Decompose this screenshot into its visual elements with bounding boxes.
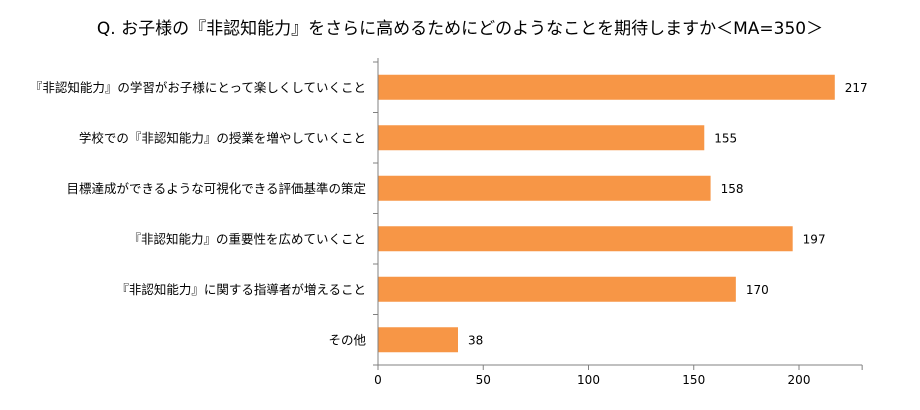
- data-label-4: 170: [746, 283, 769, 297]
- bar-1: [378, 125, 705, 151]
- bar-0: [378, 74, 835, 100]
- category-label-5: その他: [328, 332, 366, 347]
- x-axis: 0 50 100 150 200: [373, 58, 863, 387]
- x-tick-label-0: 0: [374, 373, 382, 387]
- data-label-0: 217: [845, 81, 868, 95]
- chart-title: Q. お子様の『非認知能力』をさらに高めるためにどのようなことを期待しますか＜M…: [96, 19, 824, 39]
- x-tick-label-1: 50: [476, 373, 491, 387]
- bar-4: [378, 276, 736, 302]
- data-label-2: 158: [721, 182, 744, 196]
- data-label-1: 155: [714, 131, 737, 145]
- category-label-2: 目標達成ができるような可視化できる評価基準の策定: [66, 181, 366, 196]
- category-label-1: 学校での『非認知能力』の授業を増やしていくこと: [79, 130, 366, 145]
- category-label-4: 『非認知能力』に関する指導者が増えること: [116, 282, 366, 297]
- category-label-0: 『非認知能力』の学習がお子様にとって楽しくしていくこと: [30, 80, 366, 95]
- bar-3: [378, 226, 793, 252]
- bar-2: [378, 175, 711, 201]
- data-label-5: 38: [468, 333, 483, 347]
- data-labels: 217 155 158 197 170 38: [468, 81, 868, 348]
- bars-layer: [378, 74, 835, 353]
- category-labels: 『非認知能力』の学習がお子様にとって楽しくしていくこと学校での『非認知能力』の授…: [30, 80, 367, 348]
- x-tick-label-3: 150: [682, 373, 705, 387]
- category-label-3: 『非認知能力』の重要性を広めていくこと: [128, 231, 366, 246]
- bar-5: [378, 327, 458, 353]
- data-label-3: 197: [803, 232, 826, 246]
- x-tick-label-2: 100: [577, 373, 600, 387]
- x-tick-label-4: 200: [788, 373, 811, 387]
